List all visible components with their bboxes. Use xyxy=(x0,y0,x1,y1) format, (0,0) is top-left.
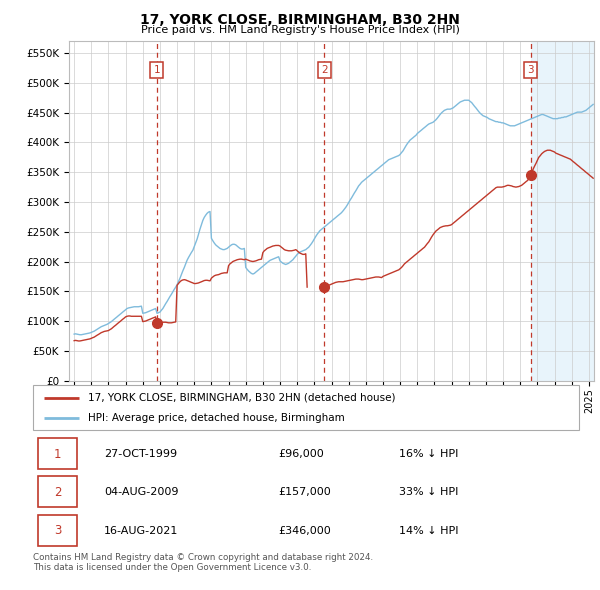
FancyBboxPatch shape xyxy=(38,438,77,469)
Text: 3: 3 xyxy=(527,65,534,75)
Text: £157,000: £157,000 xyxy=(279,487,331,497)
Text: Price paid vs. HM Land Registry's House Price Index (HPI): Price paid vs. HM Land Registry's House … xyxy=(140,25,460,35)
Text: 04-AUG-2009: 04-AUG-2009 xyxy=(104,487,178,497)
Text: 2: 2 xyxy=(321,65,328,75)
Text: £96,000: £96,000 xyxy=(279,449,325,459)
FancyBboxPatch shape xyxy=(33,385,579,430)
FancyBboxPatch shape xyxy=(38,476,77,507)
FancyBboxPatch shape xyxy=(38,514,77,546)
Text: 14% ↓ HPI: 14% ↓ HPI xyxy=(399,526,458,536)
Text: 17, YORK CLOSE, BIRMINGHAM, B30 2HN: 17, YORK CLOSE, BIRMINGHAM, B30 2HN xyxy=(140,13,460,27)
Text: 27-OCT-1999: 27-OCT-1999 xyxy=(104,449,177,459)
Text: 1: 1 xyxy=(54,447,61,461)
Text: 3: 3 xyxy=(54,524,61,537)
Text: 17, YORK CLOSE, BIRMINGHAM, B30 2HN (detached house): 17, YORK CLOSE, BIRMINGHAM, B30 2HN (det… xyxy=(88,393,395,402)
Text: 16% ↓ HPI: 16% ↓ HPI xyxy=(399,449,458,459)
Text: 33% ↓ HPI: 33% ↓ HPI xyxy=(399,487,458,497)
Text: £346,000: £346,000 xyxy=(279,526,331,536)
Text: HPI: Average price, detached house, Birmingham: HPI: Average price, detached house, Birm… xyxy=(88,414,344,424)
Bar xyxy=(531,41,594,381)
Text: 1: 1 xyxy=(154,65,160,75)
Text: Contains HM Land Registry data © Crown copyright and database right 2024.
This d: Contains HM Land Registry data © Crown c… xyxy=(33,553,373,572)
Text: 2: 2 xyxy=(54,486,61,499)
Text: 16-AUG-2021: 16-AUG-2021 xyxy=(104,526,178,536)
